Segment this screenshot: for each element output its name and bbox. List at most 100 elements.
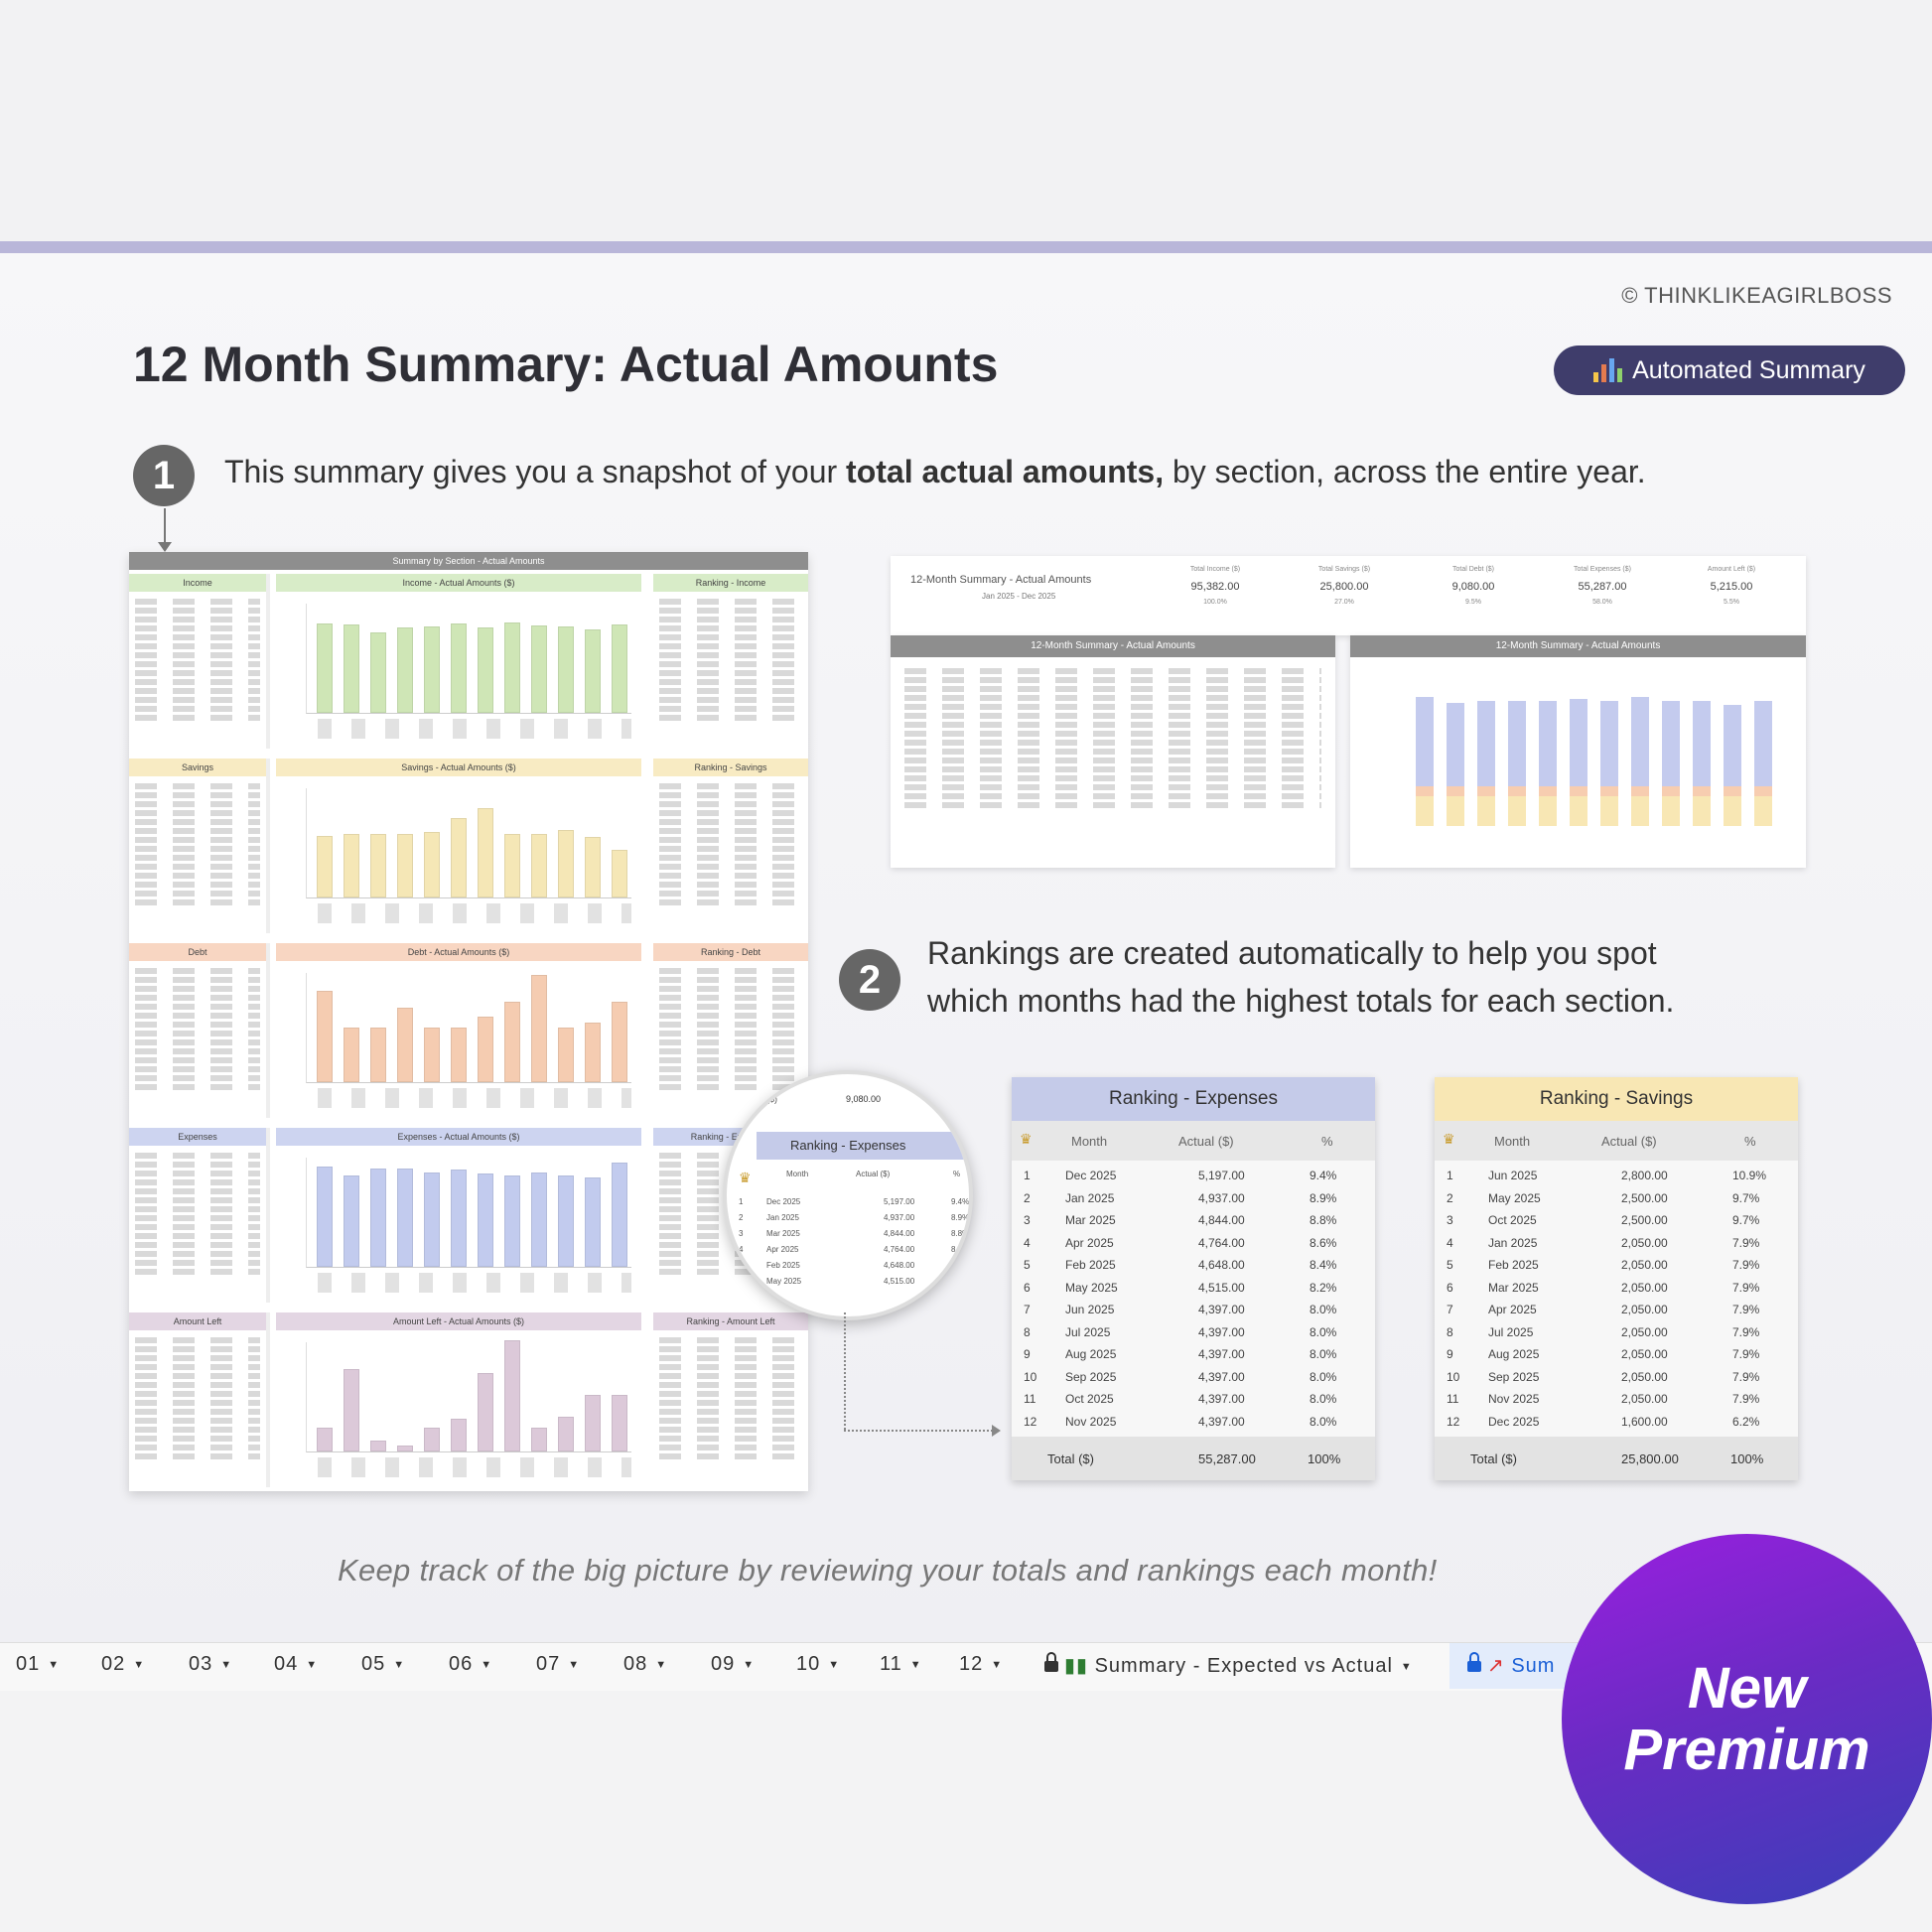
tab-month-10[interactable]: 10 ▼ [796,1653,841,1675]
chart-bar [531,625,547,713]
bar-chart-icon [1593,358,1623,382]
rank-row: 7 Apr 2025 2,050.00 7.9% [1447,1303,1760,1316]
rank-row: 5 Feb 2025 4,648.00 8.4% [1024,1258,1337,1272]
chevron-down-icon: ▼ [306,1658,319,1671]
tab-month-03[interactable]: 03 ▼ [189,1653,233,1675]
chart-bar [451,1170,467,1267]
tab-month-04[interactable]: 04 ▼ [274,1653,319,1675]
chart-bar [370,834,386,897]
section-chart: Savings - Actual Amounts ($) [276,759,641,933]
ranking-savings-card: Ranking - Savings ♛ Month Actual ($) % 1… [1435,1077,1798,1480]
rank-row: 12 Dec 2025 1,600.00 6.2% [1447,1414,1760,1429]
summary-table: 12-Month Summary - Actual Amounts [891,635,1335,868]
chart-bar [558,1028,574,1082]
sheet-section-2: Debt Debt - Actual Amounts ($) Ranking -… [129,943,808,1122]
summary-chart: 12-Month Summary - Actual Amounts [1350,635,1806,868]
tab-month-05[interactable]: 05 ▼ [361,1653,406,1675]
chart-bar [558,830,574,897]
rank-row: 1 Dec 2025 5,197.00 9.4% [1024,1169,1337,1182]
chart-bar [558,1174,574,1267]
chart-bar [397,1169,413,1267]
section-chart-title: Expenses - Actual Amounts ($) [276,1128,641,1146]
chart-bar [504,1001,520,1082]
chart-bar [397,627,413,713]
chart-bar [478,627,493,713]
tab-summary-actual[interactable]: ↗ Sum [1467,1652,1555,1678]
tab-month-02[interactable]: 02 ▼ [101,1653,146,1675]
rank-row: 9 Aug 2025 2,050.00 7.9% [1447,1347,1760,1361]
section-ranking-title: Ranking - Income [653,574,808,592]
tab-month-08[interactable]: 08 ▼ [623,1653,668,1675]
rank-col-pct: % [1744,1134,1756,1149]
chevron-down-icon: ▼ [393,1658,406,1671]
tab-month-12[interactable]: 12 ▼ [959,1653,1004,1675]
section-table-title: Amount Left [129,1312,266,1330]
tab-month-09[interactable]: 09 ▼ [711,1653,756,1675]
rank-row: 8 Jul 2025 4,397.00 8.0% [1024,1324,1337,1339]
tab-label: Summary - Expected vs Actual [1094,1655,1393,1677]
summary-chart-title: 12-Month Summary - Actual Amounts [1350,635,1806,657]
chart-bar [370,1028,386,1082]
section-table-title: Savings [129,759,266,776]
tab-month-07[interactable]: 07 ▼ [536,1653,581,1675]
stacked-bar [1416,697,1434,826]
rank-row: 6 Mar 2025 2,050.00 7.9% [1447,1280,1760,1295]
chart-bar [585,1022,601,1082]
rank-col-month: Month [1071,1134,1108,1149]
rank-row: 5 Feb 2025 2,050.00 7.9% [1447,1258,1760,1272]
top-rule [0,241,1932,253]
chart-bar [504,1340,520,1451]
tab-summary-expected-vs-actual[interactable]: ▮▮ Summary - Expected vs Actual ▼ [1044,1652,1413,1678]
trophy-icon: ♛ [739,1170,752,1185]
magnifier-lens: ($) 9,080.00 Ranking - Expenses ♛ Month … [723,1070,973,1320]
trophy-icon: ♛ [1443,1131,1455,1147]
stacked-bar [1600,701,1618,826]
trophy-icon: ♛ [1020,1131,1033,1147]
kpi-card: Total Income ($) 95,382.00 100.0% [1189,566,1241,606]
section-chart: Expenses - Actual Amounts ($) [276,1128,641,1303]
chart-bar [612,624,627,713]
stacked-bar [1754,701,1772,826]
sheet-header: Summary by Section - Actual Amounts [129,552,808,570]
chart-bar [558,1417,574,1451]
chart-bar [531,834,547,897]
section-ranking: Ranking - Debt [653,943,808,1118]
rank-total-label: Total ($) [1047,1451,1094,1466]
chart-bar [558,626,574,713]
rank-row: 11 Oct 2025 4,397.00 8.0% [1024,1392,1337,1406]
premium-line-2: Premium [1623,1717,1870,1782]
tab-month-06[interactable]: 06 ▼ [449,1653,493,1675]
magnifier-col-month: Month [786,1170,809,1178]
section-table: Income [129,574,270,749]
rank-col-actual: Actual ($) [1601,1134,1657,1149]
sheet-section-1: Savings Savings - Actual Amounts ($) Ran… [129,759,808,937]
chevron-down-icon: ▼ [568,1658,581,1671]
section-ranking-title: Ranking - Savings [653,759,808,776]
chart-bar [344,1368,359,1451]
section-chart-title: Income - Actual Amounts ($) [276,574,641,592]
chart-bar [344,624,359,713]
step-1-text: This summary gives you a snapshot of you… [224,454,1646,490]
top-band [0,0,1932,241]
chart-bar [585,836,601,897]
tab-month-01[interactable]: 01 ▼ [16,1653,61,1675]
section-chart: Amount Left - Actual Amounts ($) [276,1312,641,1487]
sheet-section-0: Income Income - Actual Amounts ($) Ranki… [129,574,808,753]
lock-icon [1467,1652,1481,1673]
connector-line [844,1312,846,1430]
automated-summary-badge: Automated Summary [1554,345,1905,395]
chart-bar [397,1008,413,1082]
section-ranking: Ranking - Amount Left [653,1312,808,1487]
chart-bar [317,990,333,1082]
chevron-down-icon: ▼ [991,1658,1004,1671]
rank-row: 4 Apr 2025 4,764.00 8.6% [1024,1235,1337,1250]
chart-bar [504,834,520,897]
tab-month-11[interactable]: 11 ▼ [880,1653,922,1675]
chart-bar [478,1373,493,1451]
chart-bar [612,1001,627,1082]
chart-bar [344,1174,359,1267]
chart-bar [370,631,386,713]
kpi-card: Total Debt ($) 9,080.00 9.5% [1451,566,1495,606]
section-chart-title: Savings - Actual Amounts ($) [276,759,641,776]
magnifier-title: Ranking - Expenses [757,1132,969,1160]
